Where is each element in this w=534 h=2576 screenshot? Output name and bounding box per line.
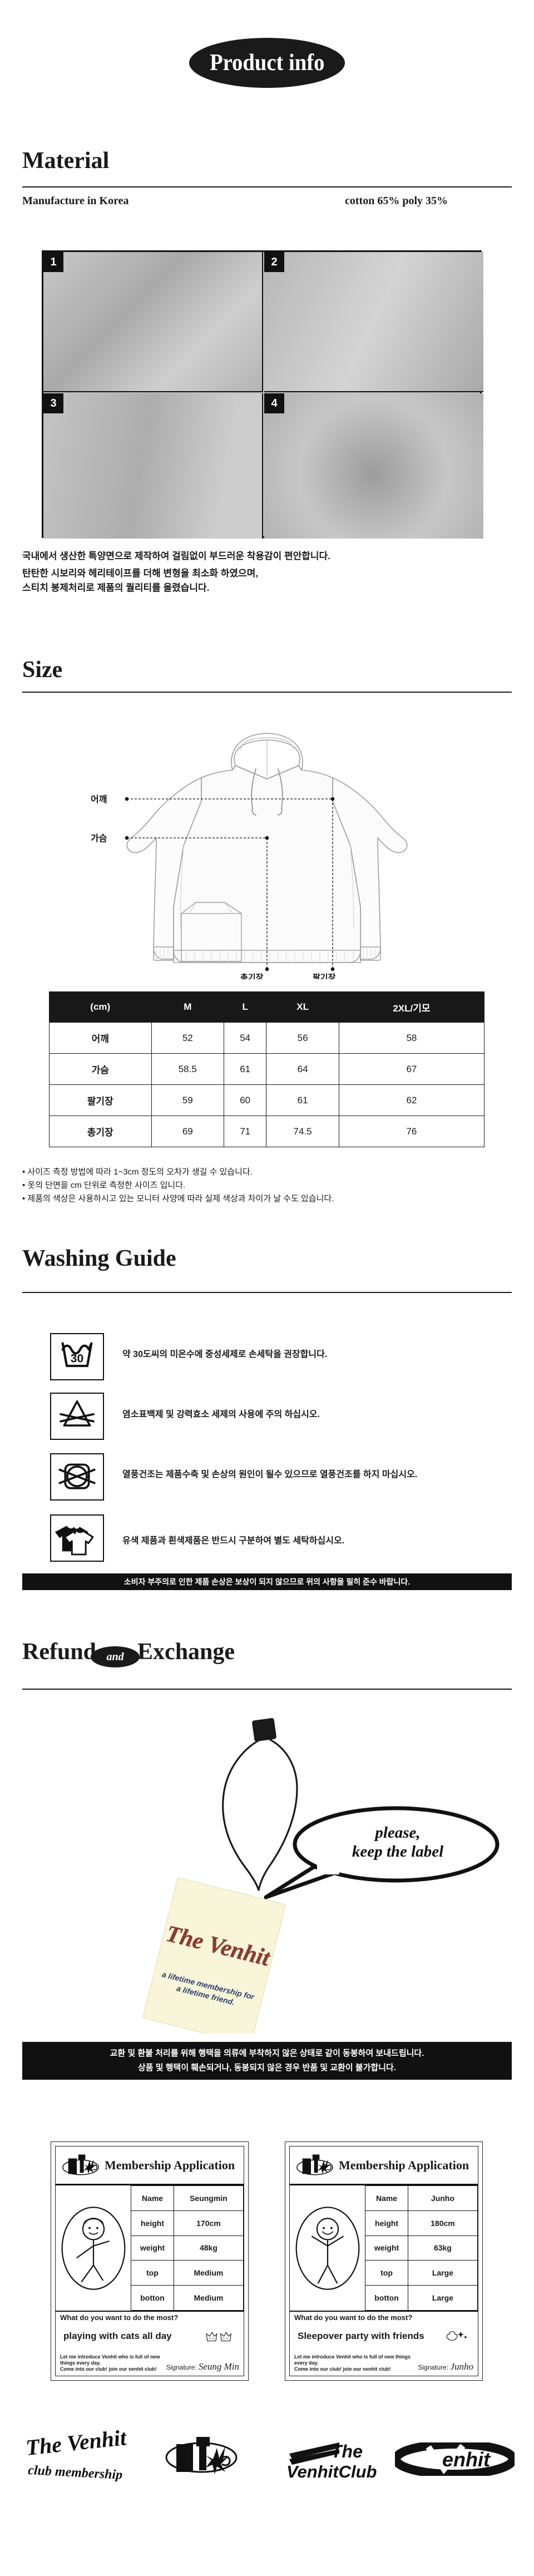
svg-text:please,: please, bbox=[373, 1824, 420, 1842]
svg-text:어깨: 어깨 bbox=[91, 794, 107, 805]
svg-text:enhit: enhit bbox=[442, 2448, 491, 2471]
svg-text:The: The bbox=[331, 2441, 363, 2461]
svg-text:VenhitClub: VenhitClub bbox=[286, 2462, 377, 2481]
svg-text:30: 30 bbox=[71, 1353, 84, 1365]
svg-text:총기장: 총기장 bbox=[240, 973, 264, 979]
svg-text:club membership: club membership bbox=[28, 2463, 123, 2481]
svg-text:가슴: 가슴 bbox=[91, 833, 107, 843]
svg-text:팔기장: 팔기장 bbox=[313, 973, 336, 979]
svg-text:keep the label: keep the label bbox=[352, 1843, 444, 1861]
svg-text:The Venhit: The Venhit bbox=[24, 2425, 128, 2460]
